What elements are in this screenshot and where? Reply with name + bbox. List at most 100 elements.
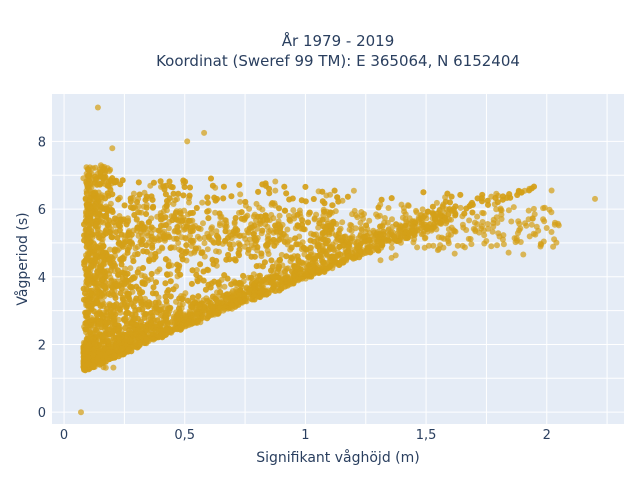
- data-point: [200, 220, 206, 227]
- data-point: [240, 272, 247, 279]
- data-point: [285, 212, 292, 219]
- data-point: [388, 244, 395, 251]
- data-point: [170, 286, 177, 293]
- data-point: [129, 254, 136, 261]
- data-point: [251, 253, 258, 260]
- data-point: [136, 191, 143, 198]
- data-point: [113, 344, 120, 351]
- data-point: [303, 260, 310, 267]
- data-point: [489, 228, 496, 235]
- data-point: [358, 212, 365, 219]
- data-point: [310, 196, 317, 202]
- data-point: [253, 277, 260, 284]
- data-point: [220, 195, 227, 202]
- data-point: [138, 237, 144, 244]
- data-point: [506, 191, 513, 198]
- data-point: [130, 227, 137, 234]
- data-point: [96, 180, 103, 187]
- data-point: [204, 266, 211, 273]
- data-point: [201, 129, 208, 136]
- data-point: [97, 203, 104, 210]
- data-point: [95, 310, 102, 317]
- data-point: [230, 241, 237, 248]
- data-point: [95, 355, 101, 362]
- data-point: [189, 223, 196, 230]
- data-point: [364, 226, 371, 232]
- data-point: [116, 271, 123, 278]
- data-point: [181, 184, 188, 190]
- data-point: [221, 283, 228, 290]
- data-point: [199, 199, 206, 206]
- data-point: [124, 310, 131, 316]
- data-point: [78, 409, 84, 416]
- data-point: [252, 241, 259, 247]
- y-axis-ticks: 0 2 4 6 8: [38, 135, 46, 421]
- data-point: [338, 258, 345, 265]
- data-point: [301, 251, 308, 258]
- data-point: [164, 289, 171, 296]
- data-point: [165, 225, 172, 232]
- data-point: [176, 246, 183, 253]
- data-point: [97, 230, 104, 236]
- data-point: [106, 256, 113, 263]
- data-point: [317, 217, 324, 224]
- data-point: [109, 145, 116, 152]
- data-point: [189, 294, 196, 301]
- data-point: [165, 305, 172, 312]
- data-point: [143, 336, 150, 343]
- data-point: [259, 206, 266, 213]
- data-point: [514, 230, 521, 237]
- data-point: [266, 185, 273, 192]
- data-point: [255, 188, 262, 195]
- data-point: [339, 219, 346, 226]
- data-point: [215, 234, 222, 241]
- data-point: [140, 203, 147, 210]
- data-point: [389, 223, 396, 230]
- data-point: [204, 194, 211, 201]
- data-point: [505, 249, 512, 256]
- data-point: [437, 242, 444, 249]
- data-point: [417, 212, 424, 219]
- data-point: [323, 192, 330, 199]
- data-point: [166, 327, 173, 334]
- data-point: [414, 244, 421, 251]
- data-point: [93, 195, 100, 202]
- data-point: [107, 177, 114, 183]
- data-point: [273, 239, 280, 246]
- data-point: [442, 194, 449, 201]
- data-point: [146, 256, 153, 263]
- data-point: [171, 320, 178, 327]
- data-point: [251, 292, 258, 299]
- data-point: [204, 246, 211, 253]
- data-point: [424, 228, 431, 235]
- data-point: [327, 257, 333, 264]
- data-point: [266, 190, 273, 197]
- data-point: [222, 238, 229, 245]
- data-point: [144, 232, 151, 239]
- data-point: [126, 234, 133, 241]
- data-point: [135, 232, 142, 239]
- data-point: [147, 315, 154, 322]
- data-point: [538, 241, 545, 248]
- data-point: [419, 206, 426, 213]
- data-point: [87, 221, 94, 228]
- data-point: [238, 209, 245, 216]
- data-point: [93, 300, 100, 307]
- data-point: [500, 232, 507, 239]
- data-point: [99, 192, 105, 199]
- data-point: [302, 183, 309, 190]
- data-point: [132, 321, 138, 328]
- data-point: [481, 240, 488, 247]
- data-point: [448, 193, 455, 200]
- x-tick-label: 0: [60, 428, 68, 443]
- data-point: [163, 298, 170, 305]
- data-point: [241, 293, 248, 300]
- data-point: [238, 283, 245, 290]
- data-point: [165, 263, 172, 270]
- data-point: [182, 217, 189, 224]
- data-point: [543, 225, 550, 231]
- data-point: [220, 183, 227, 190]
- data-point: [366, 217, 373, 224]
- data-point: [436, 213, 443, 220]
- data-point: [492, 195, 499, 201]
